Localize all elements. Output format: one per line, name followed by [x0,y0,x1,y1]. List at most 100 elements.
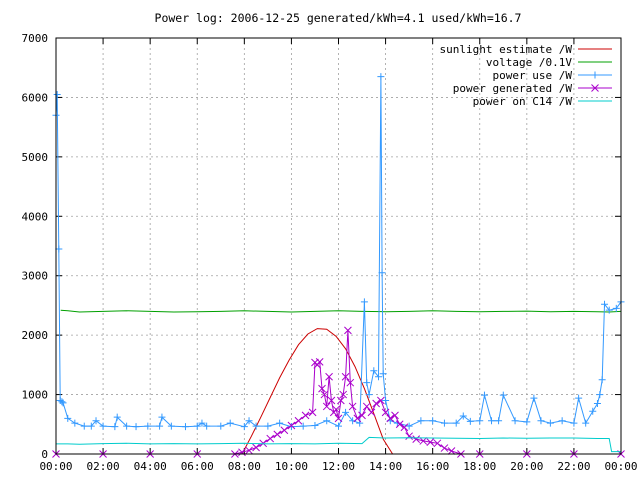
data-point-plus [379,370,387,378]
data-point-cross [591,84,599,92]
data-point-plus [99,422,107,430]
data-point-plus [123,422,131,430]
data-point-plus [575,394,583,402]
data-point-cross [322,402,331,411]
data-point-plus [452,419,460,427]
data-point-plus [382,397,390,405]
x-tick-label: 14:00 [369,460,402,473]
data-point-cross [238,448,246,457]
data-point-plus [546,419,554,427]
data-point-plus [181,423,189,431]
x-tick-label: 16:00 [416,460,449,473]
series-0 [241,328,394,455]
data-point-plus [111,423,119,431]
data-point-cross [405,432,413,441]
data-point-cross [426,438,435,446]
series-1 [60,309,622,313]
y-tick-label: 0 [41,448,48,461]
plot-frame [55,37,622,455]
x-tick-label: 22:00 [557,460,590,473]
data-point-plus [523,418,531,426]
data-point-cross [334,414,343,423]
data-point-cross [377,396,385,405]
data-point-cross [339,390,348,399]
data-point-cross [367,408,376,417]
data-point-plus [530,394,538,402]
legend-entry-label: sunlight estimate /W [440,43,573,56]
data-point-cross [440,444,449,452]
data-point-plus [245,417,253,425]
series-2 [52,73,625,431]
data-point-plus [156,422,164,430]
data-point-plus [480,391,488,399]
y-tick-label: 2000 [22,329,49,342]
data-point-plus [605,306,613,314]
data-point-plus [499,391,507,399]
data-point-plus [299,422,307,430]
data-point-cross [266,434,275,443]
data-point-plus [323,417,331,425]
legend-entry-label: power on C14 /W [473,95,573,108]
data-point-plus [596,391,604,399]
data-point-plus [601,300,609,308]
data-point-plus [158,413,166,421]
y-tick-label: 1000 [22,389,49,402]
x-tick-label: 20:00 [510,460,543,473]
data-point-plus [92,417,100,425]
data-point-cross [372,399,381,408]
data-point-cross [273,430,282,439]
data-point-cross [400,423,409,432]
data-point-cross [337,396,345,405]
chart-title: Power log: 2006-12-25 generated/kWh=4.1 … [155,11,522,25]
data-point-plus [375,373,383,381]
y-tick-label: 4000 [22,210,49,223]
data-point-plus [363,379,371,387]
x-tick-label: 06:00 [181,460,214,473]
data-point-plus [537,417,545,425]
data-point-cross [447,447,456,455]
series-4 [56,436,621,453]
data-point-plus [53,90,61,98]
data-point-plus [405,422,413,430]
data-point-plus [132,423,140,431]
data-point-plus [360,298,368,306]
data-point-plus [113,413,121,421]
data-point-plus [342,408,350,416]
data-point-plus [598,376,606,384]
data-point-plus [193,422,201,430]
data-point-plus [466,417,474,425]
data-point-plus [80,422,88,430]
x-tick-label: 10:00 [275,460,308,473]
series-line [241,328,394,455]
data-point-plus [264,422,272,430]
x-tick-label: 00:00 [604,460,637,473]
data-point-plus [311,421,319,429]
data-point-cross [294,416,303,425]
data-point-cross [320,390,329,399]
data-point-plus [476,417,484,425]
data-point-cross [433,439,442,448]
data-point-plus [58,398,66,406]
data-point-plus [440,419,448,427]
data-point-cross [325,372,333,381]
legend-entry-label: power generated /W [453,82,573,95]
x-tick-label: 18:00 [463,460,496,473]
data-point-plus [276,419,284,427]
data-point-cross [348,402,357,411]
data-point-plus [335,422,342,430]
data-point-plus [198,419,206,427]
legend-entry-label: power use /W [493,69,573,82]
data-point-plus [167,422,175,430]
x-tick-label: 08:00 [228,460,261,473]
data-point-plus [64,414,72,422]
data-point-plus [495,417,503,425]
x-tick-label: 04:00 [134,460,167,473]
data-point-plus [612,304,620,312]
data-point-plus [511,417,519,425]
series-line [56,436,621,453]
data-point-plus [558,417,566,425]
data-point-cross [419,437,428,445]
data-point-cross [353,414,362,423]
grid-lines [55,37,622,455]
